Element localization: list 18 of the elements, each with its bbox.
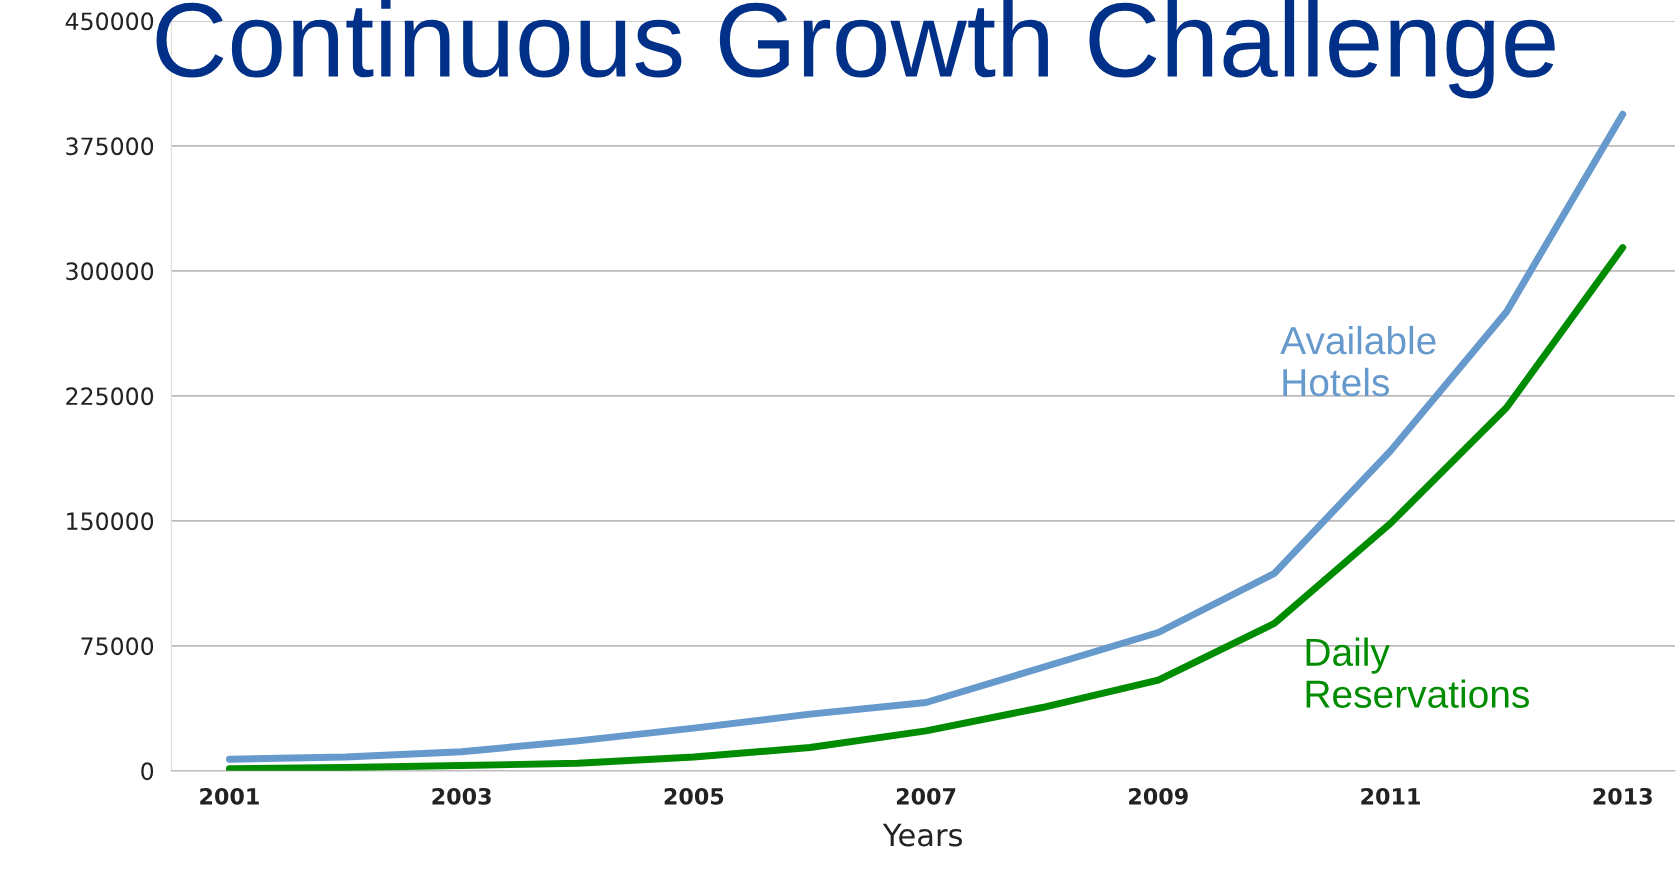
x-axis-title: Years: [882, 823, 962, 847]
y-tick-label: 300000: [66, 262, 154, 281]
x-tick-label: 2011: [1361, 787, 1420, 805]
chart-title: Continuous Growth Challenge: [156, 0, 1555, 99]
x-tick-label: 2013: [1593, 787, 1652, 805]
x-tick-label: 2001: [200, 787, 259, 805]
y-tick-label: 150000: [67, 512, 154, 531]
x-tick-label: 2005: [664, 787, 724, 805]
y-tick-label: 0: [141, 762, 154, 781]
y-tick-label: 450000: [65, 12, 154, 31]
y-tick-label: 375000: [66, 137, 154, 156]
x-tick-label: 2009: [1129, 787, 1188, 805]
x-tick-label: 2007: [896, 787, 956, 805]
x-tick-label: 2003: [432, 787, 491, 805]
series-label: Daily Reservations: [1306, 637, 1529, 708]
y-tick-label: 225000: [66, 387, 154, 406]
y-tick-label: 75000: [81, 637, 154, 656]
series-label: Available Hotels: [1280, 325, 1436, 397]
